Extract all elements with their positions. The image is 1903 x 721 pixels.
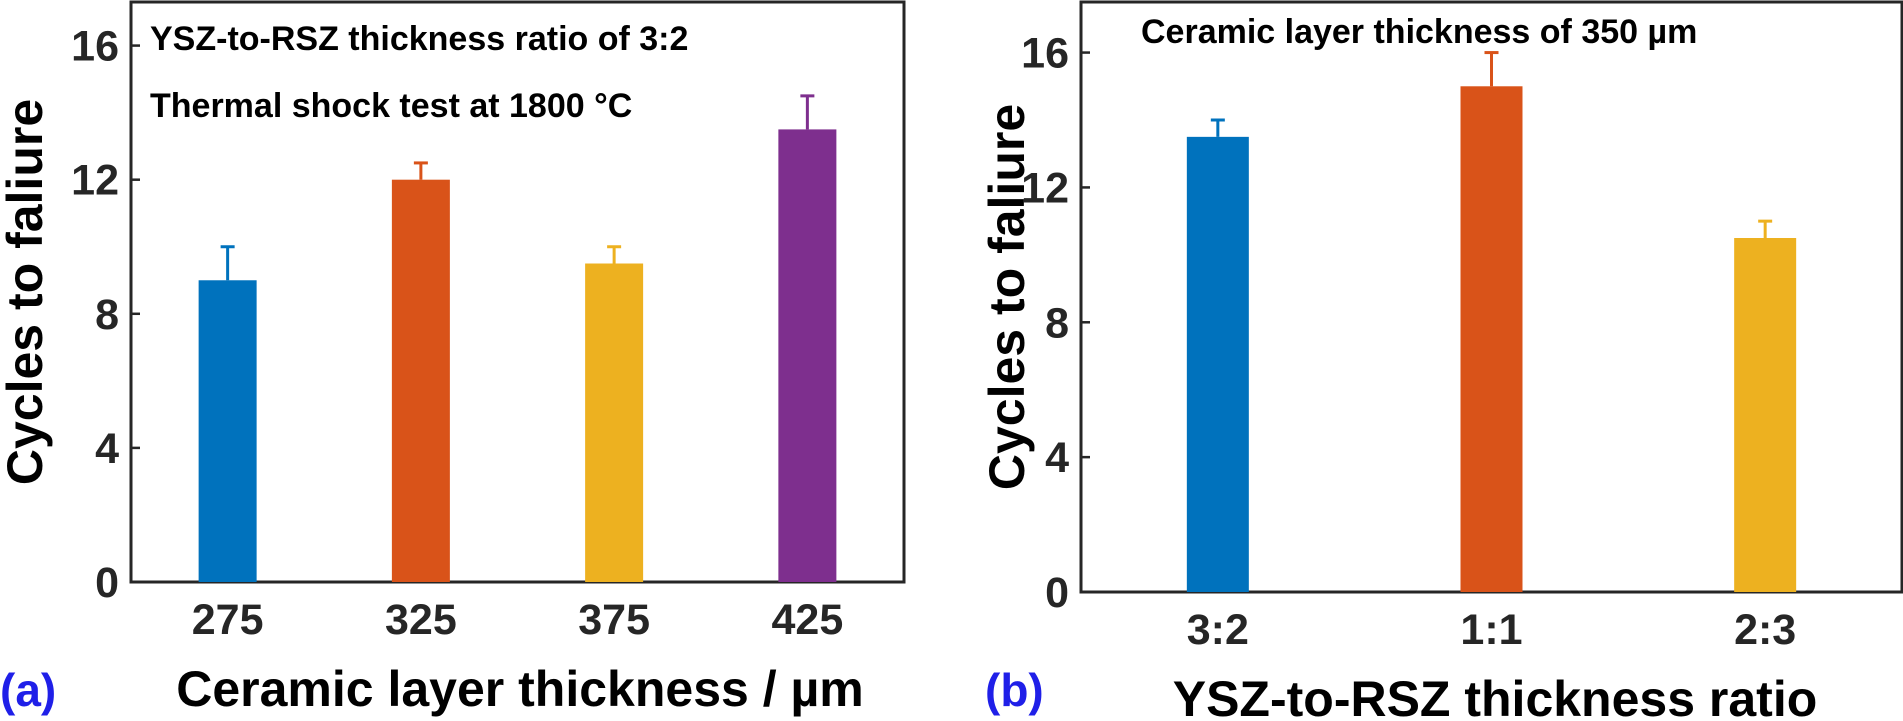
y-axis-label-b: Cycles to faliure [979, 104, 1035, 490]
panel-a: 0 4 8 12 16 275 325 375 425 YSZ-to-RSZ thicknes… [0, 0, 906, 717]
bar-a-425 [778, 129, 837, 582]
y-tick-label-b-1: 4 [1045, 434, 1069, 482]
y-tick-label-b-0: 0 [1045, 569, 1069, 617]
y-tick-label-b-3: 12 [1021, 164, 1069, 212]
annotation-b-1: Ceramic layer thickness of 350 µm [1141, 13, 1697, 51]
x-axis-a: 275 325 375 425 [192, 573, 844, 644]
plot-area-a [129, 0, 906, 584]
annotation-a-1: YSZ-to-RSZ thickness ratio of 3:2 [150, 20, 688, 58]
y-axis-label-a: Cycles to faliure [0, 99, 53, 485]
panel-label-b: (b) [985, 664, 1044, 716]
y-axis-a: 0 4 8 12 16 [71, 23, 140, 607]
bar-b-2to3 [1734, 238, 1797, 592]
y-axis-b: 0 4 8 12 16 [1021, 30, 1090, 617]
x-tick-label-b-1: 1:1 [1460, 606, 1522, 654]
y-tick-label-b-4: 16 [1021, 30, 1069, 78]
bar-a-325 [391, 179, 450, 582]
bar-a-375 [585, 263, 644, 582]
y-tick-label-a-1: 4 [95, 425, 119, 473]
bar-a-275 [198, 280, 257, 582]
x-axis-label-a: Ceramic layer thickness / µm [176, 661, 864, 717]
x-axis-label-b: YSZ-to-RSZ thickness ratio [1173, 671, 1818, 721]
y-tick-label-a-2: 8 [95, 291, 119, 339]
x-tick-label-b-2: 2:3 [1734, 606, 1796, 654]
y-tick-label-b-2: 8 [1045, 299, 1069, 347]
y-tick-label-a-4: 16 [71, 23, 119, 71]
x-tick-label-b-0: 3:2 [1187, 606, 1249, 654]
panel-label-a: (a) [0, 664, 56, 716]
y-tick-label-a-3: 12 [71, 157, 119, 205]
x-tick-label-a-2: 375 [578, 596, 650, 644]
x-axis-b: 3:2 1:1 2:3 [1187, 583, 1796, 654]
panel-b: 0 4 8 12 16 3:2 1:1 2:3 Ceramic layer thicknes… [979, 0, 1903, 721]
bar-b-3to2 [1186, 136, 1249, 592]
bar-b-1to1 [1460, 86, 1523, 593]
x-tick-label-a-0: 275 [192, 596, 264, 644]
bars-a [198, 94, 837, 582]
x-tick-label-a-3: 425 [772, 596, 844, 644]
y-tick-label-a-0: 0 [95, 559, 119, 607]
bars-b [1186, 51, 1797, 593]
annotation-a-2: Thermal shock test at 1800 °C [150, 87, 632, 125]
x-tick-label-a-1: 325 [385, 596, 457, 644]
